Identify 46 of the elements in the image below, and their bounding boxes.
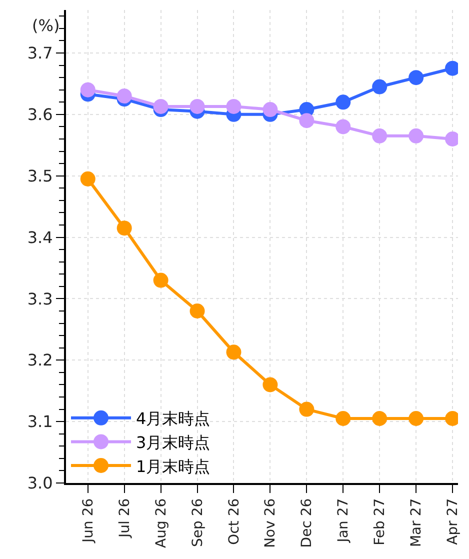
point xyxy=(116,220,132,236)
y-tick-label: 3.2 xyxy=(27,350,53,370)
x-tick-label: Jan 27 xyxy=(336,498,352,544)
point xyxy=(336,119,351,134)
point xyxy=(153,98,168,114)
point xyxy=(226,98,242,114)
point xyxy=(299,402,314,417)
y-tick-label: 3.4 xyxy=(27,228,53,247)
y-tick-label: 3.5 xyxy=(27,166,53,186)
x-tick-label: Mar 27 xyxy=(408,498,425,548)
legend-label: 3月末時点 xyxy=(136,432,210,452)
point xyxy=(153,272,168,288)
point xyxy=(372,411,388,426)
legend-label: 1月末時点 xyxy=(136,456,210,476)
point xyxy=(262,377,278,392)
point xyxy=(190,304,205,318)
point xyxy=(408,128,424,144)
x-tick-label: Jul 26 xyxy=(116,498,133,539)
x-tick-label: Jun 26 xyxy=(80,498,96,544)
point xyxy=(336,94,351,110)
x-tick-label: Sep 26 xyxy=(190,498,206,548)
x-tick-label: Dec 26 xyxy=(299,498,316,548)
x-tick-label: Oct 26 xyxy=(226,498,242,545)
point xyxy=(336,411,351,426)
x-tick-label: Feb 27 xyxy=(372,498,388,546)
point xyxy=(408,411,424,426)
point xyxy=(408,70,424,86)
point xyxy=(372,128,388,144)
point xyxy=(372,79,388,94)
point xyxy=(299,113,314,128)
legend-label: 4月末時点 xyxy=(136,409,210,428)
x-tick-label: Apr 27 xyxy=(445,498,462,545)
point xyxy=(226,344,242,360)
y-tick-label: 3.3 xyxy=(27,289,53,308)
y-tick-label: 3.6 xyxy=(27,105,53,124)
point xyxy=(80,171,96,186)
point xyxy=(262,102,278,118)
y-tick-label: 3.7 xyxy=(27,44,53,63)
y-axis-title: (%) xyxy=(32,16,60,35)
point xyxy=(116,88,132,104)
y-tick-label: 3.1 xyxy=(27,412,53,432)
x-tick-label: Nov 26 xyxy=(262,498,279,548)
text: 3.0 xyxy=(27,474,53,493)
x-tick-label: Aug 26 xyxy=(153,498,170,548)
point xyxy=(80,82,96,98)
point xyxy=(190,98,205,114)
